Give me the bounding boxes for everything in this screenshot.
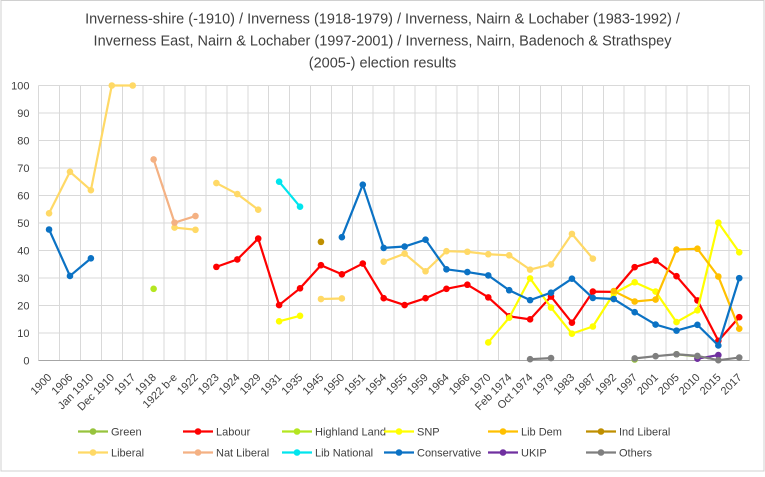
svg-text:40: 40 (17, 245, 29, 257)
svg-text:80: 80 (17, 135, 29, 147)
svg-text:90: 90 (17, 108, 29, 120)
svg-text:Lib National: Lib National (315, 448, 373, 460)
svg-text:Inverness-shire (-1910) / Inve: Inverness-shire (-1910) / Inverness (191… (85, 12, 681, 28)
svg-text:Ind Liberal: Ind Liberal (619, 427, 670, 439)
svg-text:100: 100 (11, 81, 29, 93)
svg-text:60: 60 (17, 190, 29, 202)
svg-text:Others: Others (619, 448, 653, 460)
svg-text:70: 70 (17, 163, 29, 175)
svg-text:50: 50 (17, 218, 29, 230)
svg-text:Green: Green (111, 427, 142, 439)
svg-text:30: 30 (17, 273, 29, 285)
svg-text:Labour: Labour (216, 427, 251, 439)
svg-text:SNP: SNP (417, 427, 440, 439)
svg-text:0: 0 (23, 355, 29, 367)
svg-text:Liberal: Liberal (111, 448, 144, 460)
svg-text:10: 10 (17, 328, 29, 340)
svg-text:Highland Land: Highland Land (315, 427, 386, 439)
svg-text:Lib Dem: Lib Dem (521, 427, 562, 439)
svg-text:Conservative: Conservative (417, 448, 481, 460)
svg-text:Nat Liberal: Nat Liberal (216, 448, 269, 460)
svg-text:20: 20 (17, 300, 29, 312)
svg-text:(2005-) election results: (2005-) election results (309, 56, 457, 72)
svg-text:UKIP: UKIP (521, 448, 547, 460)
svg-text:Inverness East, Nairn & Lochab: Inverness East, Nairn & Lochaber (1997-2… (94, 34, 673, 50)
